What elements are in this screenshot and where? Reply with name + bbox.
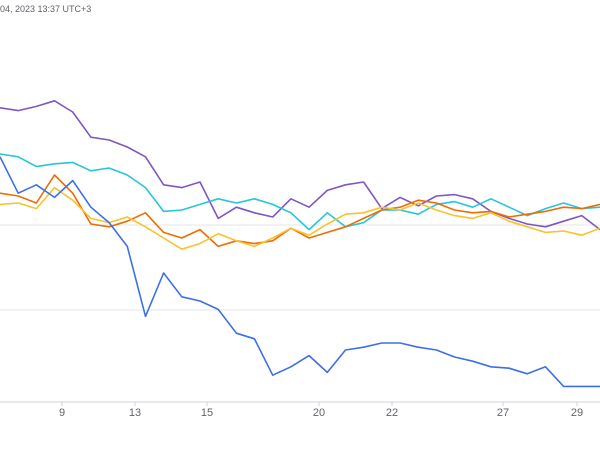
x-tick-label: 22 bbox=[386, 407, 398, 419]
chart-series bbox=[0, 100, 600, 388]
x-tick-label: 15 bbox=[201, 407, 213, 419]
series-line-4 bbox=[0, 156, 600, 388]
chart-grid bbox=[0, 224, 600, 403]
series-line-2 bbox=[0, 174, 600, 248]
series-line-3 bbox=[0, 186, 600, 250]
x-tick-label: 27 bbox=[497, 407, 509, 419]
chart-timestamp: 04, 2023 13:37 UTC+3 bbox=[0, 4, 92, 14]
x-tick-label: 13 bbox=[129, 407, 141, 419]
x-axis-ticks: 9 13 15 20 22 27 29 bbox=[59, 402, 583, 419]
series-line-1 bbox=[0, 153, 600, 231]
x-tick-label: 9 bbox=[59, 407, 65, 419]
x-tick-label: 20 bbox=[313, 407, 325, 419]
series-line-0 bbox=[0, 100, 600, 231]
x-tick-label: 29 bbox=[571, 407, 583, 419]
